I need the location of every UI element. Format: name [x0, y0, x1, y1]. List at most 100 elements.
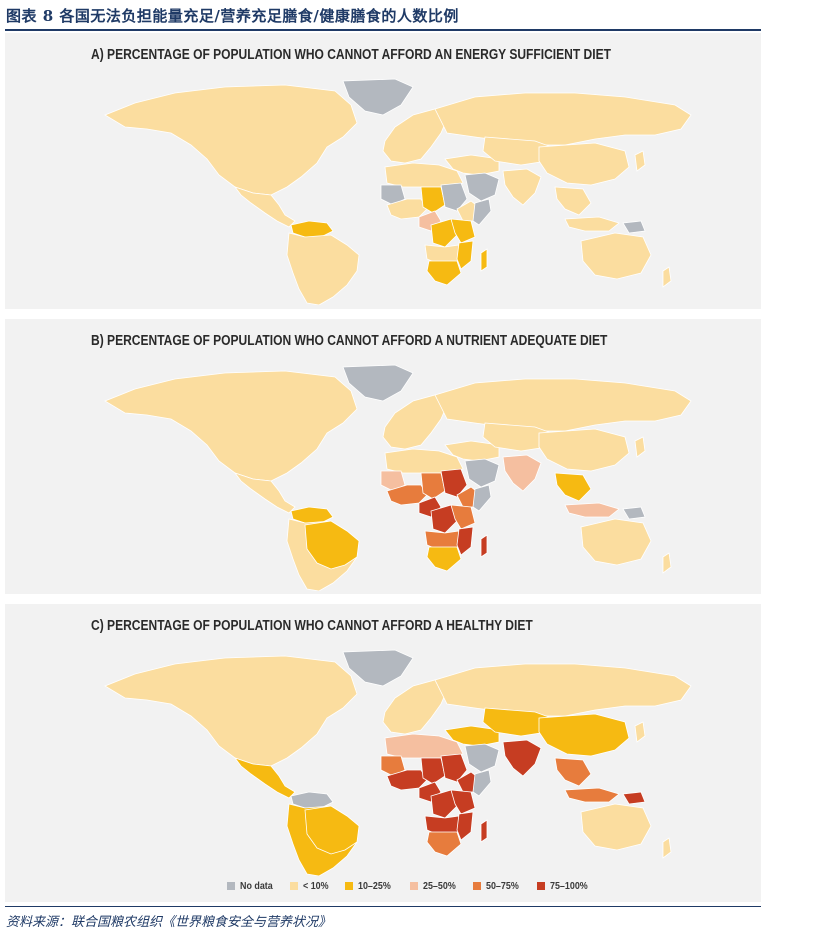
region-middle-east: [444, 154, 500, 176]
region-russia: [434, 378, 692, 432]
region-venezuela: [290, 791, 334, 809]
legend-item-75-100: 75–100%: [537, 880, 594, 892]
region-somalia: [472, 769, 492, 797]
region-west-africa: [386, 198, 428, 220]
legend-swatch: [537, 882, 545, 890]
region-china: [538, 142, 630, 186]
region-mozambique: [456, 811, 474, 841]
region-central-asia: [482, 422, 558, 452]
region-southeast-asia: [554, 757, 592, 787]
region-south-asia: [502, 739, 542, 777]
legend-item-25-50: 25–50%: [410, 880, 462, 892]
region-nz: [662, 837, 672, 859]
region-madagascar: [480, 534, 488, 558]
region-indonesia: [564, 502, 620, 518]
region-europe: [382, 108, 448, 164]
region-southern-africa: [426, 546, 462, 572]
region-europe: [382, 679, 448, 735]
region-arabia: [464, 458, 500, 488]
panel-a: A) PERCENTAGE OF POPULATION WHO CANNOT A…: [5, 33, 761, 309]
region-japan: [634, 721, 646, 743]
region-somalia: [472, 198, 492, 226]
region-chad: [420, 472, 446, 500]
region-east-africa: [450, 789, 476, 815]
region-chad: [420, 186, 446, 214]
region-madagascar: [480, 248, 488, 272]
region-japan: [634, 436, 646, 458]
region-east-africa: [450, 504, 476, 530]
region-drc: [430, 789, 458, 819]
region-south-america: [286, 232, 360, 305]
legend-item-50-75: 50–75%: [473, 880, 525, 892]
region-madagascar: [480, 819, 488, 843]
legend-item-lt10: < 10%: [290, 880, 333, 892]
region-png: [622, 220, 646, 234]
region-png: [622, 791, 646, 805]
legend-swatch: [290, 882, 298, 890]
region-brazil: [304, 520, 360, 570]
region-chad: [420, 757, 446, 785]
region-arabia: [464, 743, 500, 773]
region-middle-east: [444, 440, 500, 462]
region-greenland: [342, 649, 414, 687]
region-australia: [580, 232, 652, 280]
map-b: [104, 364, 692, 591]
region-russia: [434, 92, 692, 146]
region-central-asia: [482, 136, 558, 166]
region-venezuela: [290, 220, 334, 238]
region-central-america: [233, 472, 296, 514]
region-south-asia: [502, 168, 542, 206]
figure-title: 图表 8 各国无法负担能量充足/营养充足膳食/健康膳食的人数比例: [6, 7, 459, 25]
region-middle-east: [444, 725, 500, 747]
region-west-africa: [386, 484, 428, 506]
panel-c: C) PERCENTAGE OF POPULATION WHO CANNOT A…: [5, 604, 761, 902]
region-southeast-asia: [554, 186, 592, 216]
legend-item-10-25: 10–25%: [345, 880, 397, 892]
region-china: [538, 428, 630, 472]
legend-label: 50–75%: [486, 880, 519, 892]
region-russia: [434, 663, 692, 717]
legend-swatch: [227, 882, 235, 890]
region-australia: [580, 803, 652, 851]
legend-swatch: [345, 882, 353, 890]
region-nz: [662, 266, 672, 288]
title-rule: [5, 29, 761, 31]
region-venezuela: [290, 506, 334, 524]
region-mozambique: [456, 240, 474, 270]
legend-label: No data: [240, 880, 273, 892]
panel-a-title: A) PERCENTAGE OF POPULATION WHO CANNOT A…: [91, 47, 611, 63]
region-china: [538, 713, 630, 757]
region-central-america: [233, 186, 296, 228]
region-north-america: [104, 84, 358, 196]
region-png: [622, 506, 646, 520]
legend-label: 25–50%: [423, 880, 456, 892]
source-rule: [5, 906, 761, 907]
legend-label: 10–25%: [358, 880, 391, 892]
legend-swatch: [473, 882, 481, 890]
region-drc: [430, 218, 458, 248]
region-arabia: [464, 172, 500, 202]
region-somalia: [472, 484, 492, 512]
region-mozambique: [456, 526, 474, 556]
region-brazil: [304, 805, 360, 855]
region-north-america: [104, 370, 358, 482]
region-southeast-asia: [554, 472, 592, 502]
region-sudan: [440, 753, 468, 783]
panel-b-title: B) PERCENTAGE OF POPULATION WHO CANNOT A…: [91, 333, 608, 349]
region-north-america: [104, 655, 358, 767]
region-sudan: [440, 468, 468, 498]
legend-item-no-data: No data: [227, 880, 279, 892]
region-europe: [382, 394, 448, 450]
legend-label: < 10%: [303, 880, 329, 892]
region-drc: [430, 504, 458, 534]
region-nz: [662, 552, 672, 574]
source-note: 资料来源：联合国粮农组织《世界粮食安全与营养状况》: [6, 915, 332, 930]
region-japan: [634, 150, 646, 172]
region-australia: [580, 518, 652, 566]
region-sudan: [440, 182, 468, 212]
region-southern-africa: [426, 831, 462, 857]
region-central-asia: [482, 707, 558, 737]
map-c: [104, 649, 692, 876]
region-central-america: [233, 757, 296, 799]
legend-swatch: [410, 882, 418, 890]
